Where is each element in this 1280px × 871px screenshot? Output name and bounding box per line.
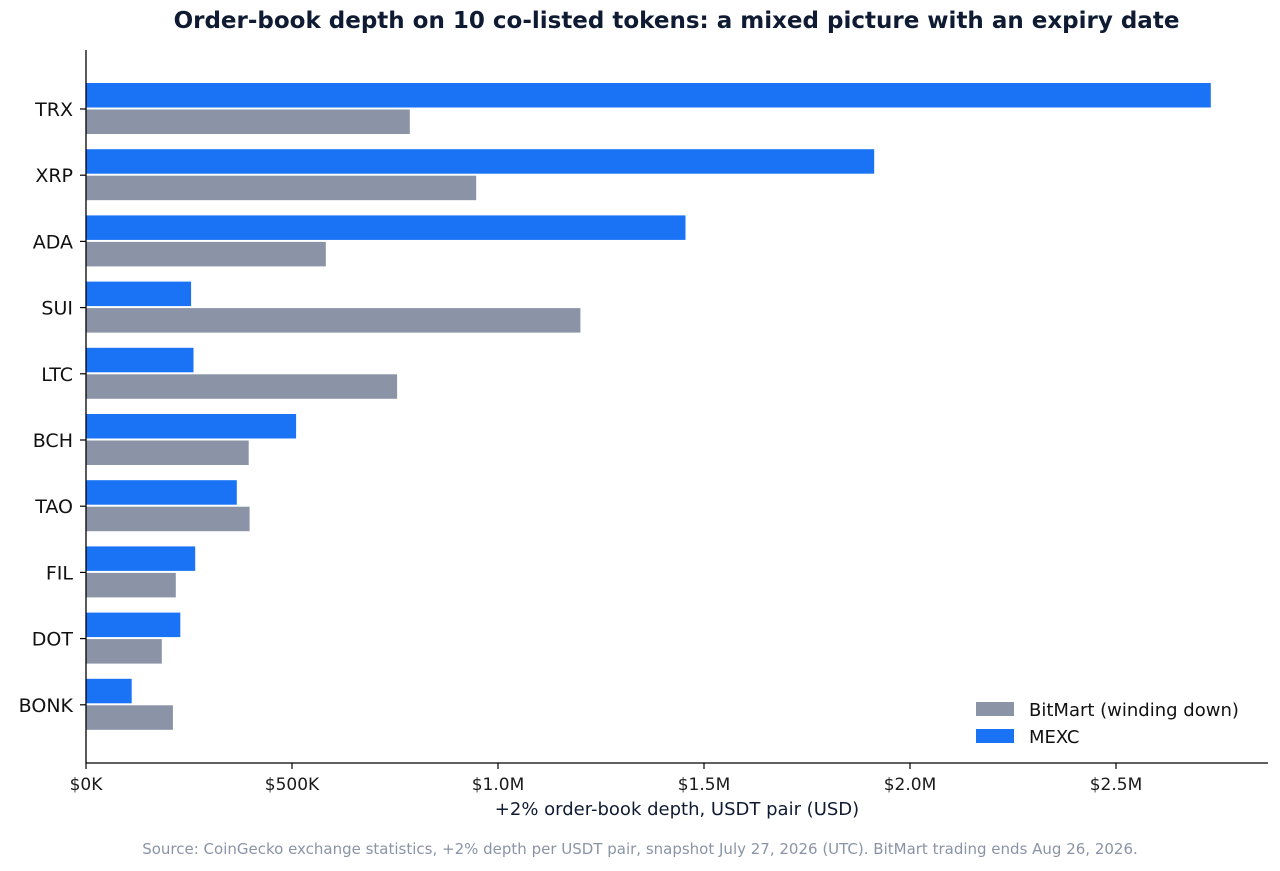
y-category-labels: TRX XRP ADA SUI LTC BCH TAO FIL DOT BONK bbox=[19, 99, 86, 717]
bar-bitmart-trx bbox=[86, 109, 410, 134]
bar-mexc-tao bbox=[86, 480, 237, 505]
category-label-xrp: XRP bbox=[35, 165, 73, 187]
legend-swatch-bitmart bbox=[976, 702, 1014, 716]
x-tick-label-0: $0K bbox=[70, 775, 104, 795]
category-label-bonk: BONK bbox=[19, 695, 74, 717]
legend-label-bitmart: BitMart (winding down) bbox=[1029, 700, 1239, 721]
x-tick-label-4: $2.0M bbox=[884, 775, 937, 795]
bar-mexc-sui bbox=[86, 281, 192, 307]
source-note: Source: CoinGecko exchange statistics, +… bbox=[142, 840, 1138, 858]
bar-mexc-trx bbox=[86, 83, 1211, 108]
x-ticks: $0K $500K $1.0M $1.5M $2.0M $2.5M bbox=[70, 763, 1143, 795]
bar-mexc-bch bbox=[86, 414, 297, 439]
category-label-tao: TAO bbox=[34, 496, 73, 518]
category-label-dot: DOT bbox=[32, 629, 74, 651]
category-label-fil: FIL bbox=[46, 562, 74, 584]
chart-title: Order-book depth on 10 co-listed tokens:… bbox=[173, 8, 1180, 34]
bar-mexc-dot bbox=[86, 612, 181, 638]
bar-bitmart-fil bbox=[86, 572, 176, 598]
bar-bitmart-ada bbox=[86, 241, 326, 267]
category-label-sui: SUI bbox=[41, 298, 73, 320]
legend: BitMart (winding down) MEXC bbox=[976, 700, 1239, 748]
legend-swatch-mexc bbox=[976, 729, 1014, 743]
x-tick-label-2: $1.0M bbox=[472, 775, 525, 795]
x-tick-label-5: $2.5M bbox=[1090, 775, 1143, 795]
bar-bitmart-sui bbox=[86, 308, 581, 333]
category-label-ltc: LTC bbox=[41, 364, 73, 386]
bar-bitmart-dot bbox=[86, 639, 162, 664]
legend-label-mexc: MEXC bbox=[1029, 727, 1080, 748]
bars-layer bbox=[86, 83, 1211, 730]
bar-bitmart-xrp bbox=[86, 175, 477, 201]
bar-bitmart-bch bbox=[86, 440, 249, 465]
category-label-trx: TRX bbox=[34, 99, 73, 121]
bar-mexc-bonk bbox=[86, 678, 132, 704]
bar-bitmart-bonk bbox=[86, 705, 173, 730]
x-axis-title: +2% order-book depth, USDT pair (USD) bbox=[495, 799, 859, 820]
bar-mexc-fil bbox=[86, 546, 196, 571]
bar-mexc-ltc bbox=[86, 347, 194, 373]
x-tick-label-1: $500K bbox=[265, 775, 320, 795]
bar-bitmart-tao bbox=[86, 506, 250, 532]
bar-bitmart-ltc bbox=[86, 374, 398, 399]
category-label-bch: BCH bbox=[33, 430, 73, 452]
bar-mexc-xrp bbox=[86, 149, 875, 174]
axes-layer bbox=[85, 50, 1268, 764]
category-label-ada: ADA bbox=[33, 231, 73, 253]
bar-mexc-ada bbox=[86, 215, 686, 240]
x-tick-label-3: $1.5M bbox=[678, 775, 731, 795]
